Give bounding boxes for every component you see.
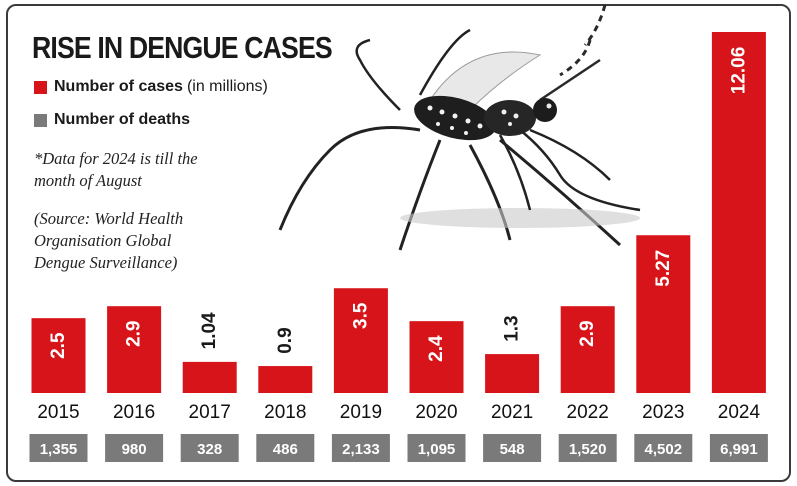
bar-value-label-2020: 2.4 (426, 335, 447, 362)
deaths-value-label-2020: 1,095 (418, 441, 456, 458)
bar-cases-2015 (31, 318, 86, 393)
bar-value-label-2017: 1.04 (199, 312, 220, 349)
bar-value-label-2021: 1.3 (502, 315, 523, 341)
source-note-line3: Dengue Surveillance) (34, 253, 178, 272)
x-tick-label-2021: 2021 (491, 402, 533, 423)
x-tick-label-2016: 2016 (113, 402, 155, 423)
deaths-value-label-2023: 4,502 (645, 441, 683, 458)
bar-cases-2019 (333, 288, 388, 393)
x-tick-label-2018: 2018 (264, 402, 306, 423)
deaths-value-label-2017: 328 (197, 441, 222, 458)
bar-cases-2020 (409, 321, 464, 393)
legend-label-deaths: Number of deaths (54, 111, 191, 128)
legend-label-cases: Number of cases (54, 78, 183, 95)
data-note-line2: month of August (34, 171, 142, 190)
deaths-value-label-2021: 548 (500, 441, 525, 458)
deaths-box-2016 (105, 434, 164, 462)
deaths-box-2019 (331, 434, 390, 462)
bar-cases-2017 (182, 361, 237, 393)
x-tick-label-2024: 2024 (718, 402, 761, 423)
deaths-value-label-2022: 1,520 (569, 441, 607, 458)
deaths-box-2022 (558, 434, 617, 462)
deaths-value-label-2016: 980 (122, 441, 147, 458)
x-tick-label-2022: 2022 (567, 402, 609, 423)
source-note: (Source: World Health Organisation Globa… (34, 208, 183, 274)
source-note-line2: Organisation Global (34, 231, 172, 250)
bar-value-label-2024: 12.06 (728, 47, 749, 95)
legend-item-deaths: Number of deaths (34, 109, 190, 131)
bar-cases-2024 (711, 32, 766, 393)
bar-cases-2022 (560, 306, 615, 393)
deaths-value-label-2019: 2,133 (342, 441, 380, 458)
deaths-box-2024 (709, 434, 768, 462)
bar-value-label-2015: 2.5 (48, 332, 69, 359)
bar-value-label-2023: 5.27 (653, 250, 674, 287)
deaths-box-2017 (180, 434, 239, 462)
bar-cases-2023 (636, 235, 691, 393)
bar-cases-2018 (258, 366, 313, 393)
x-tick-label-2023: 2023 (642, 402, 684, 423)
bar-value-label-2019: 3.5 (350, 302, 371, 329)
deaths-box-2021 (483, 434, 542, 462)
bar-value-label-2016: 2.9 (124, 320, 145, 346)
deaths-value-label-2018: 486 (273, 441, 298, 458)
bar-value-label-2018: 0.9 (275, 327, 296, 353)
x-tick-label-2020: 2020 (415, 402, 457, 423)
bar-cases-2021 (485, 354, 540, 393)
legend-item-cases: Number of cases (in millions) (34, 76, 268, 98)
x-tick-label-2019: 2019 (340, 402, 382, 423)
data-note: *Data for 2024 is till the month of Augu… (34, 148, 198, 192)
chart-title: RISE IN DENGUE CASES (32, 30, 333, 65)
legend-unit-cases: (in millions) (186, 78, 268, 95)
deaths-value-label-2024: 6,991 (720, 441, 758, 458)
source-note-line1: (Source: World Health (34, 209, 184, 228)
legend-swatch-cases (34, 80, 47, 94)
deaths-value-label-2015: 1,355 (40, 441, 78, 458)
bar-value-label-2022: 2.9 (577, 320, 598, 346)
bar-cases-2016 (107, 306, 162, 393)
deaths-box-2018 (256, 434, 315, 462)
deaths-box-2020 (407, 434, 466, 462)
x-tick-label-2015: 2015 (37, 402, 79, 423)
legend-swatch-deaths (34, 113, 47, 127)
x-tick-label-2017: 2017 (189, 402, 231, 423)
deaths-box-2015 (29, 434, 88, 462)
deaths-box-2023 (634, 434, 693, 462)
data-note-line1: *Data for 2024 is till the (34, 149, 198, 168)
